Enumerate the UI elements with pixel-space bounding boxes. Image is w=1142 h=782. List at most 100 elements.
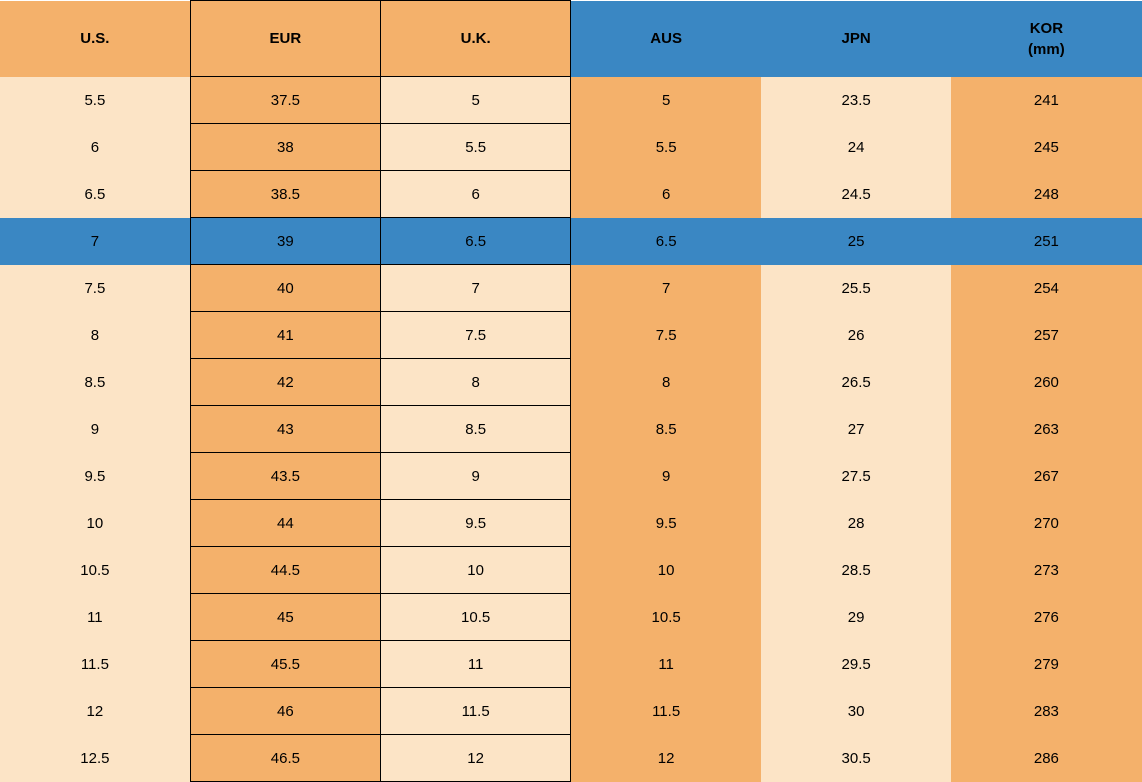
cell-eur: 37.5: [190, 77, 380, 124]
cell-kor: 254: [951, 265, 1141, 312]
cell-aus: 8: [571, 359, 761, 406]
col-header-us: U.S.: [0, 1, 190, 77]
cell-aus: 7.5: [571, 312, 761, 359]
table-row: 124611.511.530283: [0, 688, 1142, 735]
cell-jpn: 29: [761, 594, 951, 641]
cell-kor: 260: [951, 359, 1141, 406]
cell-kor: 245: [951, 124, 1141, 171]
cell-kor: 251: [951, 218, 1141, 265]
cell-jpn: 27: [761, 406, 951, 453]
cell-eur: 38.5: [190, 171, 380, 218]
cell-kor: 248: [951, 171, 1141, 218]
cell-eur: 46: [190, 688, 380, 735]
cell-us: 6.5: [0, 171, 190, 218]
col-header-uk: U.K.: [381, 1, 571, 77]
cell-eur: 43: [190, 406, 380, 453]
cell-aus: 10: [571, 547, 761, 594]
cell-eur: 45.5: [190, 641, 380, 688]
cell-uk: 7: [381, 265, 571, 312]
cell-eur: 38: [190, 124, 380, 171]
cell-aus: 8.5: [571, 406, 761, 453]
cell-jpn: 25.5: [761, 265, 951, 312]
cell-kor: 273: [951, 547, 1141, 594]
table-row: 11.545.5111129.5279: [0, 641, 1142, 688]
cell-us: 7: [0, 218, 190, 265]
cell-aus: 11.5: [571, 688, 761, 735]
cell-uk: 6: [381, 171, 571, 218]
cell-eur: 44: [190, 500, 380, 547]
table-row: 12.546.5121230.5286: [0, 735, 1142, 782]
cell-eur: 40: [190, 265, 380, 312]
cell-aus: 10.5: [571, 594, 761, 641]
cell-uk: 8: [381, 359, 571, 406]
cell-jpn: 30.5: [761, 735, 951, 782]
cell-us: 9: [0, 406, 190, 453]
cell-uk: 10.5: [381, 594, 571, 641]
cell-us: 9.5: [0, 453, 190, 500]
cell-us: 10.5: [0, 547, 190, 594]
cell-eur: 44.5: [190, 547, 380, 594]
header-row: U.S. EUR U.K. AUS JPN KOR(mm): [0, 1, 1142, 77]
size-table: U.S. EUR U.K. AUS JPN KOR(mm) 5.537.5552…: [0, 0, 1142, 782]
col-header-jpn: JPN: [761, 1, 951, 77]
cell-kor: 276: [951, 594, 1141, 641]
cell-aus: 5: [571, 77, 761, 124]
cell-uk: 11.5: [381, 688, 571, 735]
cell-us: 12.5: [0, 735, 190, 782]
cell-us: 8.5: [0, 359, 190, 406]
cell-kor: 257: [951, 312, 1141, 359]
cell-aus: 12: [571, 735, 761, 782]
cell-aus: 11: [571, 641, 761, 688]
cell-kor: 263: [951, 406, 1141, 453]
cell-uk: 6.5: [381, 218, 571, 265]
cell-aus: 9.5: [571, 500, 761, 547]
cell-uk: 7.5: [381, 312, 571, 359]
cell-us: 10: [0, 500, 190, 547]
cell-kor: 267: [951, 453, 1141, 500]
cell-eur: 46.5: [190, 735, 380, 782]
cell-eur: 45: [190, 594, 380, 641]
cell-jpn: 24: [761, 124, 951, 171]
table-row: 6385.55.524245: [0, 124, 1142, 171]
col-header-aus: AUS: [571, 1, 761, 77]
table-row: 8.5428826.5260: [0, 359, 1142, 406]
cell-us: 5.5: [0, 77, 190, 124]
table-row: 9438.58.527263: [0, 406, 1142, 453]
table-body: 5.537.55523.52416385.55.5242456.538.5662…: [0, 77, 1142, 782]
col-header-kor: KOR(mm): [951, 1, 1141, 77]
cell-us: 6: [0, 124, 190, 171]
cell-jpn: 26: [761, 312, 951, 359]
table-row: 10449.59.528270: [0, 500, 1142, 547]
cell-us: 11: [0, 594, 190, 641]
cell-us: 12: [0, 688, 190, 735]
cell-uk: 12: [381, 735, 571, 782]
cell-aus: 7: [571, 265, 761, 312]
cell-jpn: 28: [761, 500, 951, 547]
cell-jpn: 23.5: [761, 77, 951, 124]
cell-kor: 286: [951, 735, 1141, 782]
cell-uk: 9.5: [381, 500, 571, 547]
size-chart: U.S. EUR U.K. AUS JPN KOR(mm) 5.537.5552…: [0, 0, 1142, 782]
cell-jpn: 30: [761, 688, 951, 735]
cell-kor: 270: [951, 500, 1141, 547]
cell-uk: 10: [381, 547, 571, 594]
cell-jpn: 25: [761, 218, 951, 265]
cell-jpn: 26.5: [761, 359, 951, 406]
cell-uk: 5: [381, 77, 571, 124]
table-row: 7.5407725.5254: [0, 265, 1142, 312]
cell-aus: 5.5: [571, 124, 761, 171]
table-row: 5.537.55523.5241: [0, 77, 1142, 124]
cell-jpn: 24.5: [761, 171, 951, 218]
table-row: 7396.56.525251: [0, 218, 1142, 265]
table-row: 114510.510.529276: [0, 594, 1142, 641]
table-row: 10.544.5101028.5273: [0, 547, 1142, 594]
cell-eur: 39: [190, 218, 380, 265]
cell-kor: 283: [951, 688, 1141, 735]
cell-eur: 41: [190, 312, 380, 359]
cell-us: 11.5: [0, 641, 190, 688]
cell-aus: 6.5: [571, 218, 761, 265]
cell-kor: 241: [951, 77, 1141, 124]
cell-us: 7.5: [0, 265, 190, 312]
table-row: 6.538.56624.5248: [0, 171, 1142, 218]
cell-us: 8: [0, 312, 190, 359]
